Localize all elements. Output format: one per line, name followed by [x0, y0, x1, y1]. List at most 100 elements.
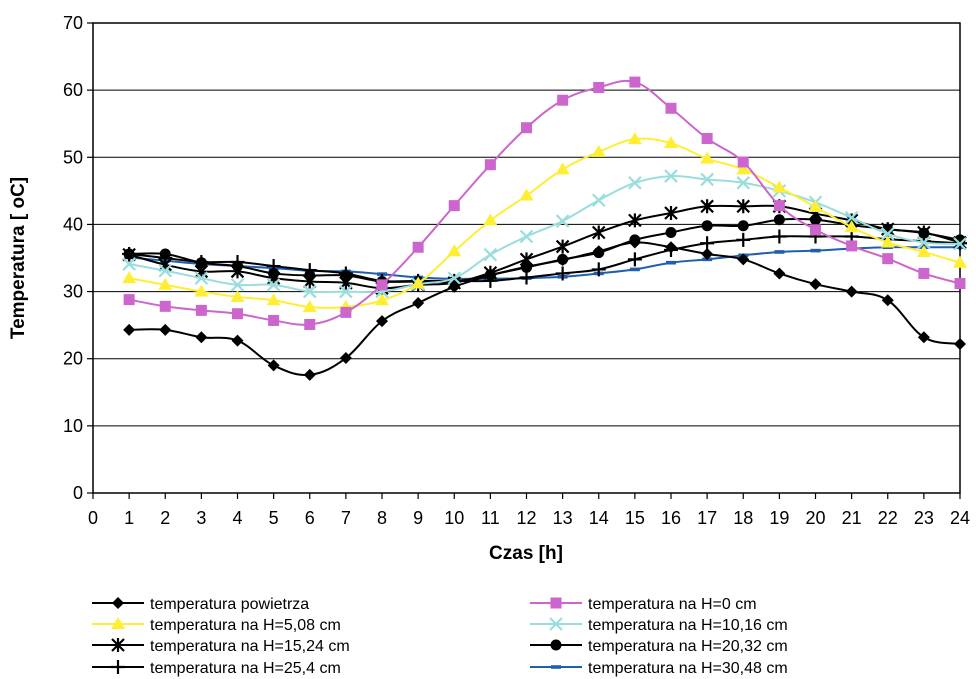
data-point	[664, 169, 678, 183]
legend-marker	[111, 617, 125, 629]
data-point	[556, 254, 569, 267]
data-point	[917, 225, 931, 240]
data-point	[159, 300, 171, 312]
data-point	[268, 314, 280, 326]
data-point	[810, 248, 821, 253]
data-point	[736, 162, 751, 175]
data-point	[555, 239, 570, 254]
data-point	[773, 214, 785, 226]
x-tick-label: 15	[625, 508, 645, 528]
data-point	[918, 267, 930, 279]
legend-label: temperatura na H=15,24 cm	[150, 638, 350, 655]
legend-item: temperatura na H=30,48 cm	[530, 660, 788, 677]
data-point	[266, 293, 281, 306]
legend-item: temperatura na H=25,4 cm	[92, 660, 341, 677]
data-point	[483, 213, 498, 226]
data-point	[627, 252, 642, 267]
data-point	[736, 176, 751, 190]
data-point	[844, 210, 859, 225]
data-point	[665, 241, 677, 254]
x-tick-label: 22	[878, 508, 898, 528]
legend-item: temperatura na H=5,08 cm	[92, 617, 341, 634]
x-tick-label: 8	[377, 508, 387, 528]
legend-marker	[111, 660, 125, 674]
data-point	[809, 278, 822, 291]
y-tick-label: 10	[63, 416, 83, 436]
legend: temperatura powietrza temperatura na H=0 …	[92, 596, 788, 677]
series-line	[128, 204, 961, 290]
data-point	[881, 294, 894, 307]
y-tick-label: 40	[63, 214, 83, 234]
legend-item: temperatura na H=20,32 cm	[530, 638, 788, 655]
x-tick-label: 17	[697, 508, 717, 528]
data-point	[266, 278, 281, 292]
data-point	[917, 331, 930, 344]
data-point	[339, 284, 353, 299]
data-point	[447, 244, 462, 257]
data-point	[302, 274, 317, 289]
data-point	[628, 213, 642, 228]
data-point	[555, 162, 570, 175]
data-point	[629, 76, 641, 88]
x-tick-label: 16	[661, 508, 681, 528]
data-point	[628, 236, 641, 249]
data-point	[954, 337, 966, 350]
legend-label: temperatura na H=5,08 cm	[150, 617, 341, 634]
data-point	[555, 266, 570, 281]
data-point	[122, 257, 136, 271]
data-point	[593, 81, 605, 93]
x-tick-label: 21	[842, 508, 862, 528]
data-point	[591, 193, 606, 208]
series-2	[123, 76, 966, 330]
data-point	[230, 289, 245, 302]
data-point	[521, 122, 532, 134]
x-tick-label: 1	[124, 508, 134, 528]
data-point	[159, 323, 172, 336]
y-tick-label: 30	[63, 282, 83, 302]
x-tick-label: 5	[269, 508, 279, 528]
data-point	[665, 102, 677, 114]
data-point	[122, 271, 137, 284]
data-point	[195, 331, 208, 344]
x-tick-label: 0	[88, 508, 98, 528]
data-point	[772, 229, 787, 244]
series-7	[122, 229, 967, 288]
legend-item: temperatura na H=10,16 cm	[530, 617, 788, 634]
data-point	[158, 263, 173, 278]
x-tick-label: 2	[160, 508, 170, 528]
data-point	[882, 253, 894, 265]
data-point	[736, 232, 751, 247]
data-point	[629, 267, 640, 272]
data-point	[772, 180, 787, 193]
data-point	[628, 176, 642, 190]
legend-item: temperatura na H=15,24 cm	[92, 638, 350, 655]
x-tick-label: 19	[769, 508, 789, 528]
data-point	[194, 271, 209, 285]
data-point	[304, 318, 316, 330]
data-point	[484, 159, 496, 171]
data-point	[737, 220, 749, 232]
legend-marker	[111, 638, 125, 652]
data-point	[195, 257, 207, 269]
data-point	[302, 300, 317, 313]
data-point	[844, 220, 859, 233]
y-tick-label: 50	[63, 147, 83, 167]
data-point	[158, 277, 173, 290]
x-tick-label: 12	[516, 508, 536, 528]
legend-marker	[112, 597, 124, 609]
data-point	[520, 260, 533, 273]
data-point	[592, 245, 605, 258]
data-point	[412, 241, 424, 253]
y-axis-title: Temperatura [ oC]	[8, 177, 29, 339]
x-tick-label: 3	[196, 508, 206, 528]
data-point	[375, 293, 389, 306]
data-point	[700, 172, 714, 187]
data-point	[555, 214, 570, 228]
data-point	[666, 260, 676, 265]
x-tick-label: 20	[805, 508, 825, 528]
data-point	[880, 227, 895, 241]
data-point	[664, 206, 678, 221]
data-point	[810, 224, 821, 236]
data-point	[880, 235, 895, 248]
